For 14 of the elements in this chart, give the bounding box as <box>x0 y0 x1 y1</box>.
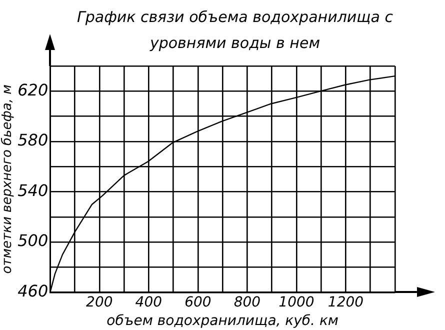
x-tick-label: 600 <box>184 294 212 310</box>
x-tick-label: 1200 <box>328 294 364 310</box>
x-tick-label: 200 <box>86 294 113 310</box>
y-axis-title: отметки верхнего бьефа, м <box>0 84 16 274</box>
y-tick-label: 620 <box>18 80 48 100</box>
chart-title: График связи объема водохранилища с уровнями воды в нем <box>76 7 394 54</box>
x-axis-title: объем водохранилища, куб. км <box>106 313 339 330</box>
y-tick-label: 500 <box>18 231 48 250</box>
y-tick-label: 540 <box>18 180 48 200</box>
x-tick-label: 1000 <box>278 294 314 310</box>
y-tick-label: 460 <box>18 282 48 301</box>
x-tick-label: 800 <box>234 294 261 310</box>
y-tick-label: 580 <box>18 130 48 150</box>
x-tick-label: 400 <box>135 294 162 310</box>
